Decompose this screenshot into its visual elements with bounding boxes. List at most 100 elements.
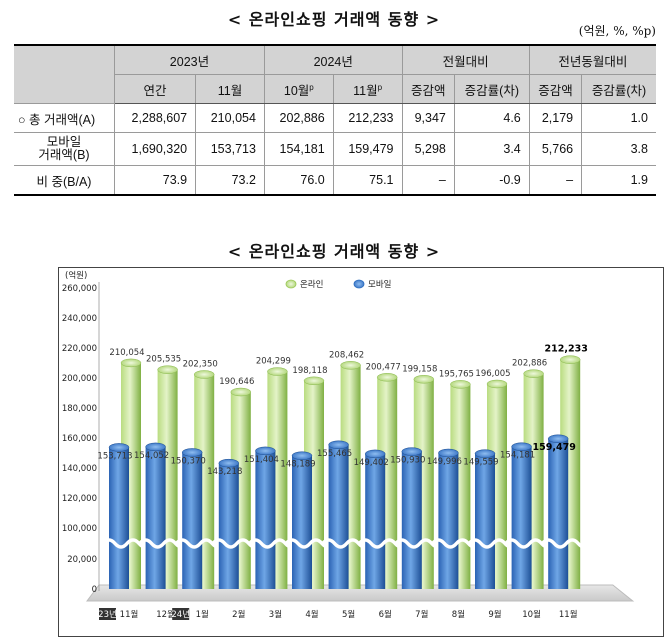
- online-bar-top: [157, 365, 178, 374]
- row-label-line: 모바일: [46, 135, 82, 149]
- online-value-label: 202,350: [183, 359, 218, 369]
- table-cell: 154,181: [263, 132, 334, 166]
- sub-header: 11월p: [332, 74, 403, 104]
- legend-label: 모바일: [368, 279, 391, 290]
- mobile-bar-top: [181, 448, 203, 457]
- online-bar-top: [450, 380, 471, 389]
- table-cell: 2,288,607: [113, 103, 197, 133]
- online-value-label: 204,299: [256, 357, 291, 367]
- mobile-bar: [255, 450, 276, 589]
- row-label-line: 거래액(B): [38, 148, 90, 162]
- x-tick-label: 10월: [522, 609, 541, 620]
- table-cell: 4.6: [453, 103, 530, 133]
- axis-break-wave: [284, 538, 336, 549]
- table-cell: 1.0: [581, 103, 656, 133]
- sub-header: 10월p: [263, 74, 334, 104]
- online-bar-top: [230, 387, 252, 397]
- x-tick-label: 7월: [415, 609, 428, 620]
- mobile-bar: [511, 446, 532, 589]
- year-marker-box: [99, 608, 116, 620]
- mobile-bar-top: [364, 449, 386, 459]
- table-cell: 1.9: [581, 165, 656, 196]
- sub-header: 증감액: [401, 74, 455, 104]
- sub-header-text: 11월: [353, 83, 378, 98]
- table-cell: 159,479: [332, 132, 403, 166]
- stats-table: 2023년 2024년 전월대비 전년동월대비 연간 11월 10월p 11월p…: [14, 44, 656, 196]
- table-cell: 210,054: [195, 103, 265, 133]
- year-marker-box: [172, 608, 190, 620]
- group-header: 전월대비: [401, 44, 530, 75]
- mobile-value-label: 150,370: [171, 456, 206, 466]
- year-marker-label: 23년: [98, 609, 117, 620]
- mobile-bar: [548, 438, 569, 589]
- mobile-value-label: 151,404: [244, 455, 279, 465]
- year-marker-label: 24년: [171, 609, 190, 620]
- online-value-label: 195,765: [439, 369, 474, 379]
- y-tick-label: 20,000: [67, 555, 97, 565]
- mobile-bar-top: [218, 458, 240, 468]
- mobile-bar: [109, 447, 129, 589]
- online-bar-top: [303, 376, 325, 386]
- mobile-bar: [401, 451, 422, 589]
- x-tick-label: 12월: [156, 609, 175, 620]
- mobile-bar: [365, 453, 386, 589]
- row-label: ○ 총 거래액(A): [14, 103, 115, 133]
- table-cell: 202,886: [263, 103, 334, 133]
- table-cell: 153,713: [195, 132, 265, 166]
- online-value-label: 199,158: [402, 364, 437, 374]
- table-cell: 9,347: [401, 103, 455, 133]
- axis-break-wave: [540, 538, 592, 549]
- table-cell: 5,298: [401, 132, 455, 166]
- y-tick-label: 0: [92, 585, 97, 595]
- online-bar-top: [413, 375, 435, 384]
- online-bar-top: [193, 370, 215, 379]
- mobile-bar-top: [145, 442, 166, 452]
- row-label: 모바일 거래액(B): [14, 132, 115, 166]
- corner-cell: [14, 44, 115, 104]
- table-row: ○ 총 거래액(A) 2,288,607 210,054 202,886 212…: [14, 103, 656, 133]
- mobile-value-label: 150,930: [390, 456, 425, 466]
- y-tick-label: 160,000: [62, 434, 97, 444]
- y-tick-label: 220,000: [62, 344, 97, 354]
- mobile-value-label: 154,181: [500, 451, 535, 461]
- chart-frame: 0 20,000 100,000 120,000 140,000 160,000 180,0…: [58, 267, 664, 637]
- y-unit-label: (억원): [65, 270, 87, 281]
- mobile-bar-top: [108, 443, 130, 452]
- table-cell: –: [401, 165, 455, 196]
- online-bar-top: [486, 379, 508, 389]
- group-header: 전년동월대비: [528, 44, 656, 75]
- table-cell: 76.0: [263, 165, 334, 196]
- mobile-bar-top: [328, 440, 349, 450]
- mobile-bar-top: [255, 446, 276, 456]
- sub-header: 증감률(차): [581, 74, 656, 104]
- table-cell: 1,690,320: [113, 132, 197, 166]
- y-tick-label: 120,000: [62, 494, 97, 504]
- table-cell: 73.2: [195, 165, 265, 196]
- mobile-bar-top: [511, 442, 532, 451]
- table-cell: 2,179: [528, 103, 583, 133]
- mobile-bar-top: [291, 451, 313, 460]
- legend-label: 온라인: [300, 279, 323, 290]
- sub-header: 증감률(차): [453, 74, 530, 104]
- mobile-value-label: 143,218: [207, 467, 242, 477]
- axis-break-wave: [504, 538, 555, 549]
- online-value-label: 205,535: [146, 355, 181, 365]
- x-tick-label: 6월: [379, 609, 392, 620]
- mobile-bar-top: [547, 434, 569, 444]
- x-tick-label: 5월: [342, 609, 355, 620]
- mobile-bar: [475, 453, 495, 589]
- sub-header: 증감액: [528, 74, 583, 104]
- mobile-value-label: 149,996: [427, 457, 462, 467]
- online-bar-top: [120, 358, 142, 368]
- table-cell: 3.4: [453, 132, 530, 166]
- y-tick-label: 180,000: [62, 404, 97, 414]
- row-label: 비 중(B/A): [14, 165, 115, 196]
- mobile-bar-top: [401, 447, 423, 456]
- x-tick-label: 11월: [120, 609, 139, 620]
- axis-break-wave: [101, 538, 153, 549]
- group-header: 2024년: [263, 44, 403, 75]
- x-tick-label: 4월: [305, 609, 318, 620]
- mobile-bar: [328, 444, 349, 589]
- table-cell: 75.1: [332, 165, 403, 196]
- mobile-value-label: 149,402: [354, 458, 389, 468]
